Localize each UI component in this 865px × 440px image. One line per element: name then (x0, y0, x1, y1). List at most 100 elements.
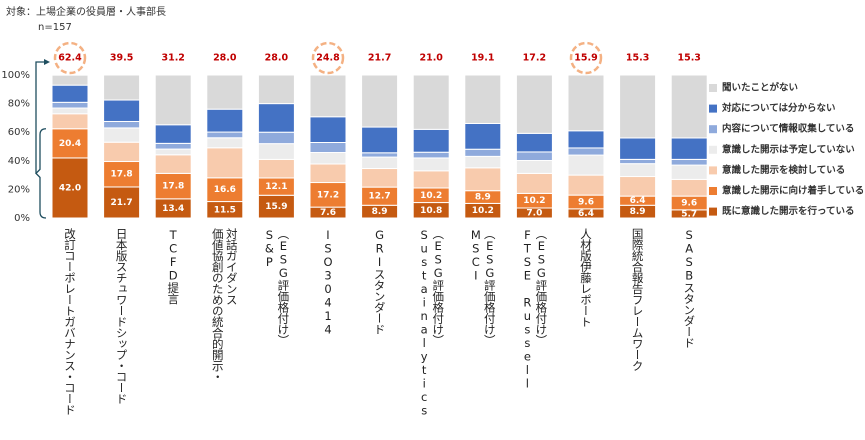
bar-segment (619, 158, 657, 165)
bar-segment (257, 131, 295, 145)
bar-segment (103, 127, 141, 143)
bar-segment (154, 148, 192, 156)
total-label: 28.0 (213, 53, 237, 64)
legend-swatch (709, 145, 717, 154)
bar-segment (103, 120, 141, 129)
legend-label: 意識した開示を検討している (722, 164, 845, 176)
data-label: 7.0 (526, 208, 542, 218)
bar-segment (619, 74, 657, 139)
x-tick-label: FTSE Russell (520, 228, 534, 390)
x-tick-label: TCFD提言 (166, 228, 180, 305)
data-label: 8.9 (630, 207, 646, 217)
x-tick-label: 改訂コーポレートガバナンス・コード (63, 227, 77, 415)
highlight-circle (311, 41, 345, 75)
bracket-arrowhead (44, 59, 50, 65)
bar-segment (103, 99, 141, 122)
total-label: 15.3 (626, 53, 649, 64)
bar-segment (154, 142, 192, 150)
bar-segment (412, 151, 450, 159)
total-label: 39.5 (110, 53, 133, 64)
bar-segment (361, 126, 399, 154)
bar-segment (567, 74, 605, 132)
bracket (35, 128, 47, 219)
y-tick-label: 40% (8, 156, 30, 167)
bar-segment (361, 74, 399, 128)
total-label: 31.2 (161, 53, 184, 64)
bar-segment (619, 163, 657, 178)
bar-segment (309, 152, 347, 165)
y-tick-label: 0% (14, 213, 30, 224)
y-tick-label: 80% (8, 99, 30, 110)
bar-segment (515, 172, 553, 194)
data-label: 5.7 (681, 209, 697, 219)
x-tick-label: Sustainalytics (417, 228, 431, 417)
data-label: 10.2 (472, 206, 494, 216)
bar-segment (154, 154, 192, 174)
x-tick-label: ISO30414 (321, 228, 335, 336)
data-label: 10.2 (420, 191, 442, 201)
x-tick-label: GRIスタンダード (373, 228, 387, 335)
legend-swatch (709, 187, 717, 195)
x-tick-label: 国際統合報告フレームワーク (631, 228, 645, 371)
bar-segment (154, 124, 192, 144)
bar-segment (309, 74, 347, 118)
bar-segment (670, 164, 708, 180)
data-label: 9.6 (681, 198, 697, 208)
bar-segment (309, 141, 347, 154)
data-label: 17.8 (162, 182, 184, 192)
bar-segment (670, 74, 708, 139)
data-label: 6.4 (630, 196, 646, 206)
bar-segment (51, 107, 89, 115)
total-label: 28.0 (265, 53, 289, 64)
legend-swatch (709, 104, 717, 113)
x-tick-label: （ESG評価格付け） (276, 228, 290, 346)
total-label: 21.0 (419, 53, 443, 64)
data-label: 20.4 (59, 139, 81, 149)
data-label: 9.6 (578, 197, 594, 207)
bar-segment (103, 74, 141, 101)
bar-segment (567, 154, 605, 176)
bar-segment (464, 167, 502, 192)
bar-segment (309, 182, 347, 208)
legend-swatch (709, 207, 717, 216)
bar-segment (51, 84, 89, 103)
legend-label: 既に意識した開示を行っている (722, 205, 855, 217)
legend-swatch (709, 84, 717, 92)
x-tick-label: 価値協創のための統合的開示・ (211, 228, 225, 382)
legend-label: 対応については分からない (721, 102, 836, 114)
data-label: 15.9 (265, 202, 287, 212)
y-tick-label: 100% (1, 70, 30, 81)
bar-segment (51, 128, 89, 159)
data-label: 12.1 (265, 182, 287, 192)
bar-segment (51, 74, 89, 86)
chart-note: n=157 (38, 22, 72, 33)
data-label: 21.7 (110, 198, 132, 208)
bar-segment (670, 137, 708, 160)
bar-segment (309, 116, 347, 143)
bar-segment (412, 74, 450, 130)
bar-segment (464, 148, 502, 157)
total-label: 62.4 (58, 53, 82, 64)
data-label: 7.6 (320, 208, 336, 218)
x-tick-label: （ESG評価格付け） (431, 228, 445, 346)
bar-segment (567, 130, 605, 149)
bar-segment (670, 158, 708, 166)
legend-label: 意識した開示は予定していない (722, 143, 855, 155)
data-label: 17.8 (110, 170, 132, 180)
bar-segment (464, 155, 502, 169)
total-label: 19.1 (471, 53, 494, 64)
total-label: 15.3 (677, 53, 700, 64)
data-label: 8.9 (372, 207, 388, 217)
bar-segment (257, 143, 295, 160)
data-label: 10.8 (420, 206, 442, 216)
bar-segment (412, 128, 450, 153)
data-label: 12.7 (368, 192, 390, 202)
x-tick-label: 日本版スチュワードシップ・コード (115, 228, 129, 404)
x-tick-label: MSCI (469, 228, 483, 282)
bar-segment (619, 137, 657, 160)
highlight-circle (53, 41, 87, 75)
y-tick-label: 20% (8, 184, 30, 195)
data-label: 13.4 (162, 204, 184, 214)
bar-segment (464, 74, 502, 124)
